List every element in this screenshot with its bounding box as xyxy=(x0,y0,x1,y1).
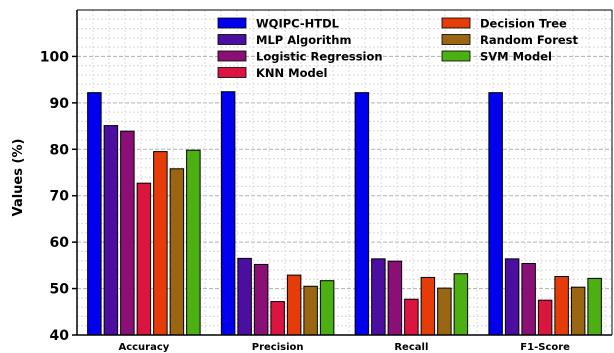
bar-knn-model-precision xyxy=(270,301,285,336)
legend-swatch xyxy=(217,34,247,45)
legend: WQIPC-HTDL MLP Algorithm Logistic Regressi… xyxy=(217,17,579,80)
bar-logistic-regression-f1-score xyxy=(521,263,536,336)
y-tick-label: 90 xyxy=(50,96,70,112)
bar-mlp-algorithm-precision xyxy=(237,257,252,336)
legend-swatch xyxy=(441,34,471,45)
y-tick-label: 70 xyxy=(50,189,70,205)
y-axis-label: Values (%) xyxy=(11,139,26,217)
bar-svm-model-recall xyxy=(453,273,469,336)
bar-decision-tree-f1-score xyxy=(554,276,569,336)
bar-wqipc-htdl-accuracy xyxy=(87,92,102,336)
legend-label: Logistic Regression xyxy=(256,50,383,64)
bar-decision-tree-precision xyxy=(286,274,302,336)
bars xyxy=(87,91,602,336)
bar-random-forest-precision xyxy=(303,285,318,336)
legend-swatch xyxy=(217,50,247,62)
y-tick-label: 100 xyxy=(40,49,69,65)
x-tick-label: Accuracy xyxy=(118,342,169,353)
bar-random-forest-accuracy xyxy=(169,168,185,336)
bar-svm-model-precision xyxy=(319,280,335,336)
bar-random-forest-recall xyxy=(437,287,452,336)
y-tick-label: 50 xyxy=(50,282,70,298)
bar-logistic-regression-precision xyxy=(253,263,269,336)
legend-label: WQIPC-HTDL xyxy=(256,17,340,31)
bar-knn-model-f1-score xyxy=(537,299,553,336)
axes: 40 50 60 70 80 90 100 Accuracy Precision Recall F1… xyxy=(11,9,613,353)
bar-mlp-algorithm-accuracy xyxy=(103,125,119,336)
legend-label: MLP Algorithm xyxy=(256,33,351,47)
legend-label: KNN Model xyxy=(256,66,327,80)
bar-wqipc-htdl-recall xyxy=(354,92,370,336)
bar-logistic-regression-accuracy xyxy=(120,130,135,336)
bar-logistic-regression-recall xyxy=(387,260,403,336)
x-tick-label: F1-Score xyxy=(520,342,570,353)
legend-swatch xyxy=(217,67,247,78)
legend-swatch xyxy=(217,17,247,29)
y-tick-label: 60 xyxy=(50,235,70,251)
bar-mlp-algorithm-f1-score xyxy=(504,258,520,336)
y-tick-label: 80 xyxy=(50,142,70,158)
bar-wqipc-htdl-f1-score xyxy=(488,92,503,336)
bar-decision-tree-accuracy xyxy=(153,151,168,336)
bar-decision-tree-recall xyxy=(420,276,436,336)
bar-knn-model-recall xyxy=(404,298,419,336)
bar-random-forest-f1-score xyxy=(570,286,586,336)
y-tick-label: 40 xyxy=(50,328,70,344)
x-tick-label: Precision xyxy=(252,342,304,353)
legend-swatch xyxy=(441,50,471,62)
bar-wqipc-htdl-precision xyxy=(220,91,236,336)
legend-label: Random Forest xyxy=(480,33,579,47)
bar-knn-model-accuracy xyxy=(136,182,152,336)
x-tick-label: Recall xyxy=(394,342,428,353)
legend-swatch xyxy=(441,17,471,29)
legend-label: Decision Tree xyxy=(480,17,567,31)
bar-mlp-algorithm-recall xyxy=(371,258,386,336)
bar-svm-model-f1-score xyxy=(587,277,602,336)
bar-svm-model-accuracy xyxy=(186,149,201,336)
legend-label: SVM Model xyxy=(480,50,552,64)
